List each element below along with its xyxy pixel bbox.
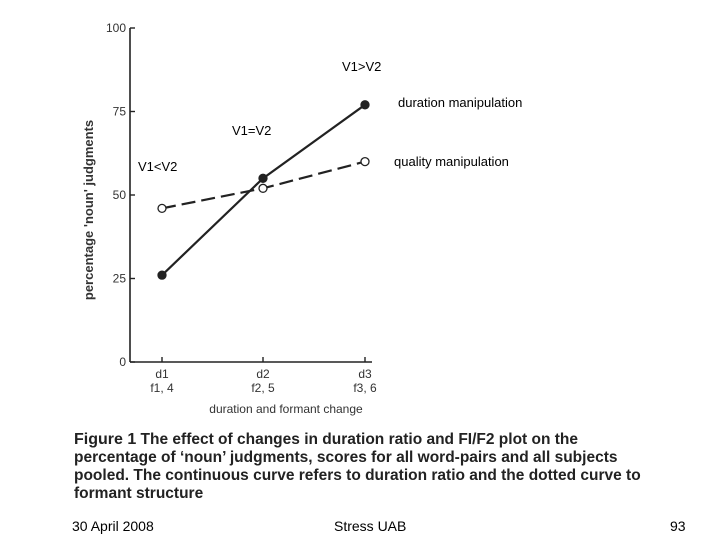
x-tick-label-bottom: f1, 4 xyxy=(150,381,174,395)
data-point-duration xyxy=(157,270,167,280)
x-tick-label-top: d1 xyxy=(155,367,169,381)
figure-caption-text: The effect of changes in duration ratio … xyxy=(74,431,641,502)
chart-axes xyxy=(129,28,372,363)
chart-series xyxy=(157,100,370,280)
x-axis-label: duration and formant change xyxy=(209,402,363,416)
figure-caption-label: Figure 1 xyxy=(74,431,137,448)
footer-page-number: 93 xyxy=(670,518,686,534)
x-tick-label-top: d3 xyxy=(358,367,372,381)
footer-date: 30 April 2008 xyxy=(72,518,154,534)
x-tick-label-bottom: f3, 6 xyxy=(353,381,377,395)
data-point-quality xyxy=(360,156,370,167)
footer-title: Stress UAB xyxy=(334,518,407,534)
legend-quality-manipulation: quality manipulation xyxy=(394,154,509,169)
y-tick-label: 75 xyxy=(113,105,127,119)
legend-duration-manipulation: duration manipulation xyxy=(398,95,522,110)
annotation-v1-greater-v2: V1>V2 xyxy=(342,59,381,74)
y-tick-label: 25 xyxy=(113,272,127,286)
figure-caption: Figure 1 The effect of changes in durati… xyxy=(74,431,654,503)
data-point-quality xyxy=(258,183,268,193)
data-point-duration xyxy=(360,100,370,110)
y-tick-label: 50 xyxy=(113,188,127,202)
data-point-duration xyxy=(258,173,268,183)
x-tick-label-top: d2 xyxy=(256,367,270,381)
annotation-v1-less-v2: V1<V2 xyxy=(138,159,177,174)
y-tick-label: 0 xyxy=(119,355,126,369)
x-tick-label-bottom: f2, 5 xyxy=(251,381,275,395)
data-point-quality xyxy=(157,203,167,214)
y-tick-label: 100 xyxy=(106,21,126,35)
y-axis-ticks: 0 25 50 75 100 xyxy=(106,21,135,369)
annotation-v1-equal-v2: V1=V2 xyxy=(232,123,271,138)
y-axis-label: percentage 'noun' judgments xyxy=(81,120,96,300)
